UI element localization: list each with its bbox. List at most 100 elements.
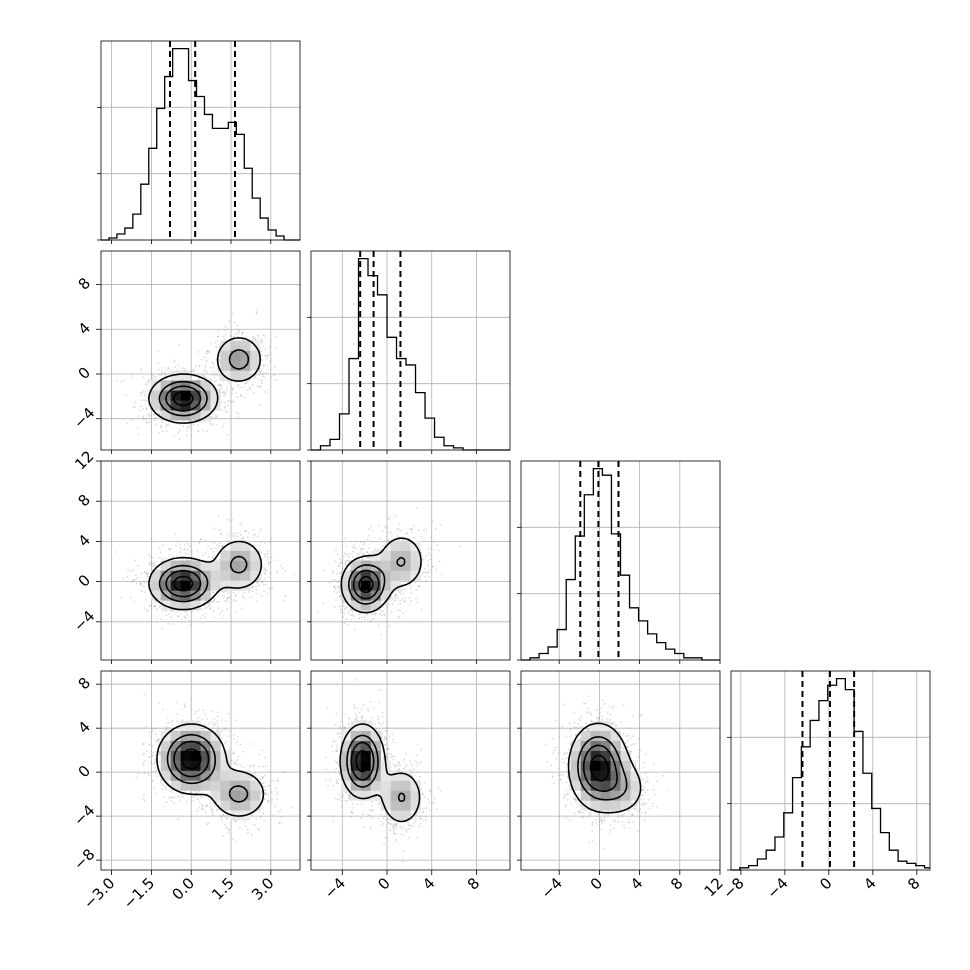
sample-point	[224, 727, 227, 729]
sample-point	[432, 565, 435, 568]
sample-point	[144, 393, 147, 396]
sample-point	[145, 572, 148, 575]
sample-point	[163, 366, 166, 369]
sample-point	[134, 401, 137, 403]
sample-point	[252, 764, 254, 767]
sample-point	[399, 609, 402, 612]
sample-point	[167, 367, 170, 370]
sample-point	[255, 588, 258, 591]
sample-point	[224, 338, 227, 341]
sample-point	[144, 383, 147, 386]
density-cell	[220, 340, 231, 351]
sample-point	[332, 578, 335, 581]
sample-point	[258, 584, 260, 587]
sample-point	[368, 553, 370, 556]
sample-point	[205, 811, 207, 814]
density-cell	[350, 590, 362, 601]
sample-point	[197, 421, 200, 424]
sample-point	[264, 542, 266, 545]
sample-point	[236, 329, 239, 332]
sample-point	[120, 597, 123, 599]
sample-point	[258, 371, 261, 373]
sample-point	[390, 610, 393, 613]
sample-point	[176, 540, 179, 543]
sample-point	[219, 532, 222, 535]
sample-point	[161, 369, 164, 372]
sample-point	[226, 404, 229, 407]
sample-point	[283, 599, 286, 602]
sample-point	[152, 751, 155, 754]
sample-point	[237, 413, 240, 416]
sample-point	[334, 561, 337, 564]
sample-point	[262, 365, 265, 368]
sample-point	[160, 426, 163, 429]
sample-point	[148, 421, 151, 423]
sample-point	[425, 528, 428, 531]
sample-point	[239, 743, 242, 746]
sample-point	[263, 819, 265, 822]
sample-point	[216, 547, 218, 550]
sample-point	[268, 541, 271, 544]
sample-point	[416, 506, 419, 509]
sample-point	[368, 556, 371, 559]
contour-line	[173, 391, 194, 407]
sample-point	[366, 619, 369, 622]
sample-point	[146, 381, 149, 383]
sample-point	[143, 752, 146, 755]
sample-point	[207, 822, 210, 825]
panel-frame	[310, 250, 511, 451]
sample-point	[176, 610, 179, 613]
sample-point	[418, 529, 421, 532]
sample-point	[241, 523, 243, 526]
sample-point	[350, 618, 353, 621]
density-cell	[240, 580, 251, 591]
sample-point	[354, 547, 357, 550]
sample-point	[146, 421, 148, 424]
sample-point	[184, 552, 187, 555]
density-cell	[340, 590, 352, 601]
sample-point	[424, 571, 427, 574]
sample-point	[198, 541, 201, 543]
sample-point	[356, 553, 359, 555]
sample-point	[223, 599, 226, 602]
sample-point	[156, 617, 158, 620]
sample-point	[172, 610, 174, 613]
sample-point	[151, 556, 153, 559]
sample-point	[343, 552, 346, 555]
density-cell	[350, 600, 362, 611]
sample-point	[360, 616, 363, 619]
sample-point	[410, 584, 413, 587]
density-cell	[230, 360, 241, 371]
sample-point	[260, 528, 263, 531]
sample-point	[242, 538, 245, 541]
sample-point	[388, 539, 391, 542]
density-cell	[180, 390, 191, 401]
sample-point	[395, 515, 398, 518]
sample-point	[226, 597, 228, 600]
sample-point	[369, 620, 372, 623]
sample-point	[232, 591, 235, 594]
sample-point	[254, 374, 257, 377]
sample-point	[160, 425, 163, 427]
sample-point	[159, 618, 162, 621]
sample-point	[169, 790, 172, 793]
sample-point	[237, 735, 239, 738]
sample-point	[140, 368, 143, 371]
density-cell	[160, 380, 171, 391]
sample-point	[209, 366, 212, 369]
sample-point	[207, 603, 210, 606]
sample-point	[425, 554, 428, 557]
sample-point	[147, 389, 150, 392]
sample-point	[261, 359, 263, 361]
sample-point	[179, 612, 182, 615]
sample-point	[167, 622, 170, 625]
sample-point	[403, 597, 406, 599]
sample-point	[176, 615, 179, 617]
sample-point	[425, 579, 427, 582]
sample-point	[436, 544, 439, 547]
sample-point	[223, 391, 226, 393]
sample-point	[140, 583, 142, 586]
sample-point	[151, 562, 154, 565]
sample-point	[421, 572, 424, 575]
contour-line	[348, 556, 406, 605]
